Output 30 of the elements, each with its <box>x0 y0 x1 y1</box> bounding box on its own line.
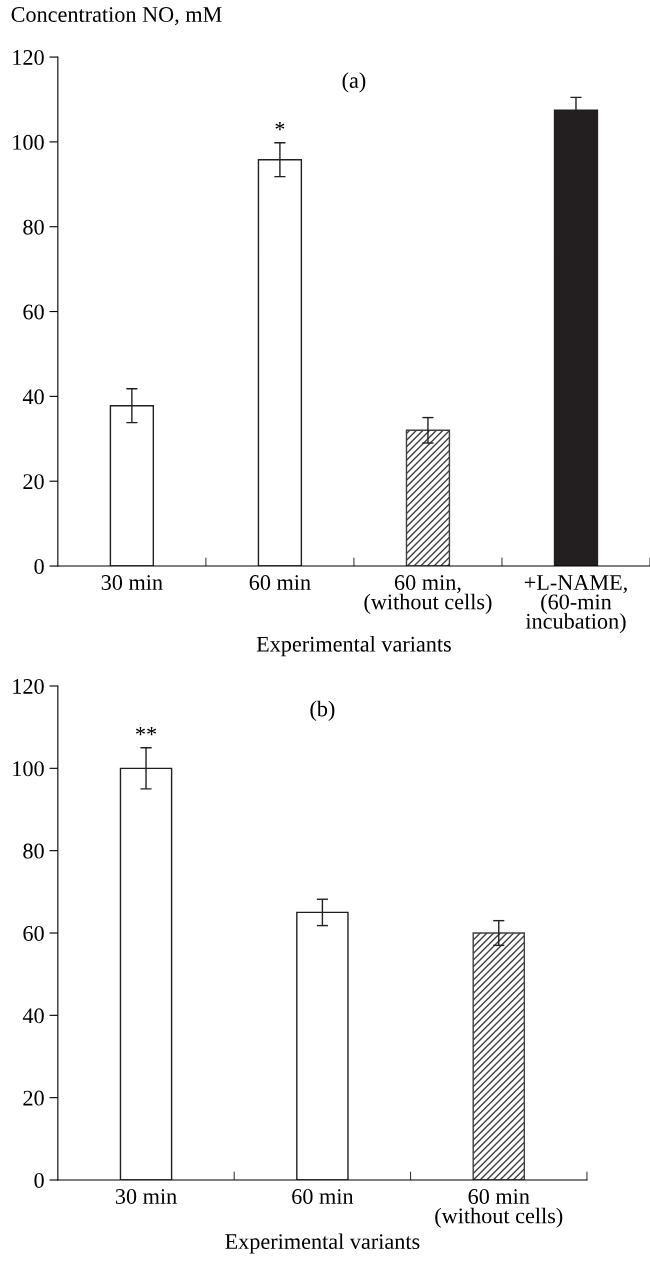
x-tick-label: 60 min <box>249 575 311 591</box>
y-tick-label: 60 <box>23 304 44 320</box>
text: (b) <box>310 700 335 721</box>
x-axis-title: Experimental variants <box>225 1233 420 1254</box>
bar <box>472 932 526 1180</box>
y-tick-label: 60 <box>23 925 44 941</box>
y-axis-title: Concentration NO, mM <box>11 7 222 26</box>
y-tick-label: 20 <box>23 474 44 490</box>
y-tick-label: 100 <box>13 761 44 777</box>
y-tick-label: 120 <box>13 678 44 694</box>
x-axis-title: Experimental variants <box>256 636 451 657</box>
x-tick-label: 30 min <box>115 1188 177 1204</box>
x-tick-label: 60 min (without cells) <box>435 1188 563 1228</box>
x-tick-label: 30 min <box>101 575 163 591</box>
x-tick-label: 60 min <box>292 1188 354 1204</box>
bar <box>405 429 451 567</box>
x-tick-label: 60 min, (without cells) <box>364 575 492 614</box>
y-tick-label: 120 <box>13 49 44 65</box>
y-tick-label: 80 <box>23 843 44 859</box>
y-tick-label: 100 <box>13 134 44 150</box>
x-tick-label: +L-NAME, (60-min incubation) <box>524 575 627 634</box>
y-tick-label: 20 <box>23 1090 44 1106</box>
y-tick-label: 0 <box>34 1172 44 1188</box>
y-tick-label: 40 <box>22 1008 44 1024</box>
text: (a) <box>342 72 366 93</box>
y-tick-label: 40 <box>22 389 44 405</box>
annotation: ** <box>136 727 157 736</box>
annotation: * <box>275 122 285 131</box>
y-tick-label: 0 <box>34 558 44 574</box>
y-tick-label: 80 <box>23 219 44 235</box>
